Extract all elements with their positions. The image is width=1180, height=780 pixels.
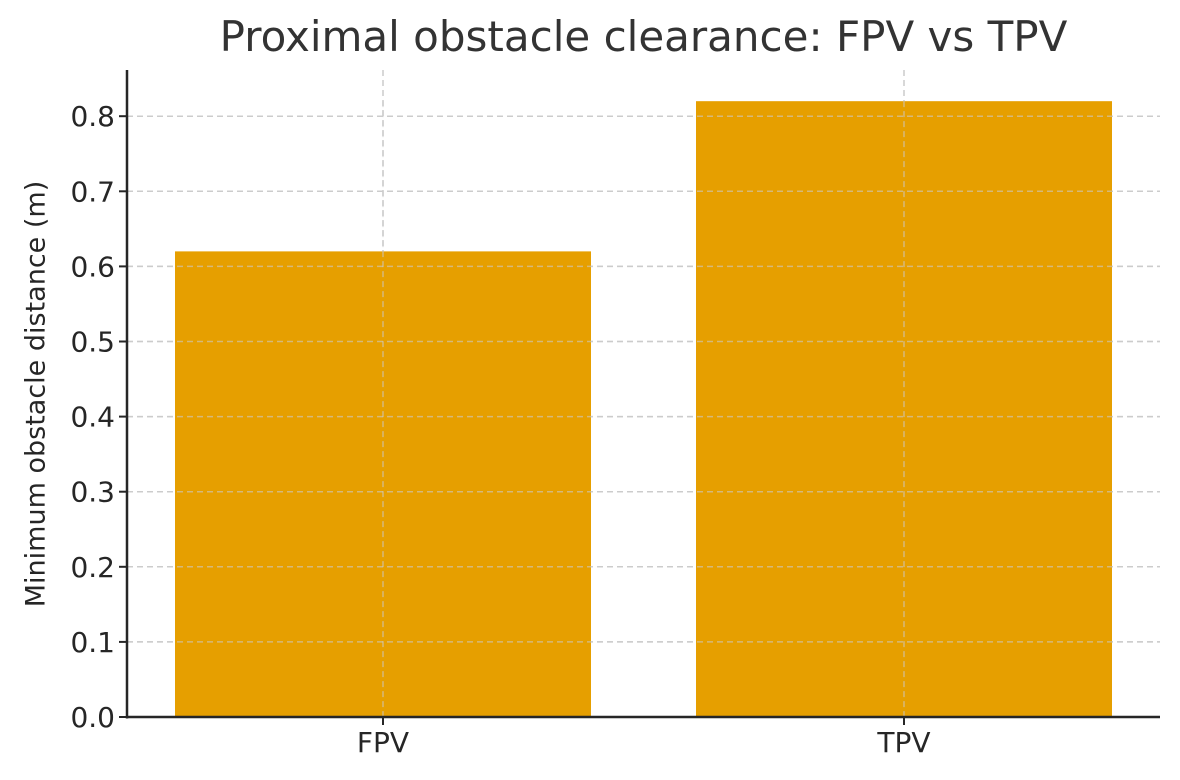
y-tick-label: 0.5 [70, 326, 115, 359]
y-tick-label: 0.8 [70, 100, 115, 133]
y-tick-label: 0.7 [70, 175, 115, 208]
x-tick-label: FPV [357, 726, 409, 759]
y-tick-label: 0.0 [70, 701, 115, 734]
chart-title: Proximal obstacle clearance: FPV vs TPV [219, 12, 1068, 61]
y-tick-label: 0.1 [70, 626, 115, 659]
x-tick-label: TPV [876, 726, 930, 759]
y-tick-label: 0.3 [70, 476, 115, 509]
y-tick-label: 0.6 [70, 250, 115, 283]
y-tick-label: 0.2 [70, 551, 115, 584]
y-tick-label: 0.4 [70, 401, 115, 434]
